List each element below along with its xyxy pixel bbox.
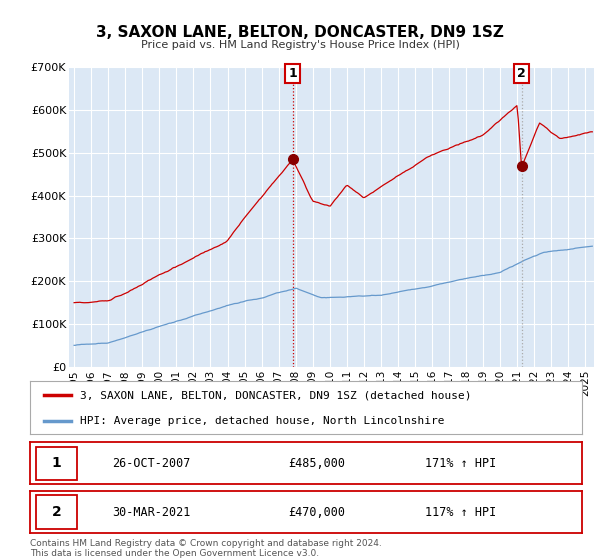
Text: 2: 2: [52, 505, 61, 519]
Text: 26-OCT-2007: 26-OCT-2007: [112, 457, 191, 470]
Text: Contains HM Land Registry data © Crown copyright and database right 2024.
This d: Contains HM Land Registry data © Crown c…: [30, 539, 382, 558]
Text: 30-MAR-2021: 30-MAR-2021: [112, 506, 191, 519]
Text: 171% ↑ HPI: 171% ↑ HPI: [425, 457, 496, 470]
Bar: [35, 495, 77, 529]
Text: 1: 1: [288, 67, 297, 80]
Text: 3, SAXON LANE, BELTON, DONCASTER, DN9 1SZ: 3, SAXON LANE, BELTON, DONCASTER, DN9 1S…: [96, 25, 504, 40]
Text: HPI: Average price, detached house, North Lincolnshire: HPI: Average price, detached house, Nort…: [80, 416, 444, 426]
Text: Price paid vs. HM Land Registry's House Price Index (HPI): Price paid vs. HM Land Registry's House …: [140, 40, 460, 50]
Bar: [35, 447, 77, 480]
Text: £470,000: £470,000: [289, 506, 346, 519]
Text: £485,000: £485,000: [289, 457, 346, 470]
Text: 117% ↑ HPI: 117% ↑ HPI: [425, 506, 496, 519]
Text: 3, SAXON LANE, BELTON, DONCASTER, DN9 1SZ (detached house): 3, SAXON LANE, BELTON, DONCASTER, DN9 1S…: [80, 390, 471, 400]
Text: 2: 2: [517, 67, 526, 80]
Text: 1: 1: [52, 456, 61, 470]
